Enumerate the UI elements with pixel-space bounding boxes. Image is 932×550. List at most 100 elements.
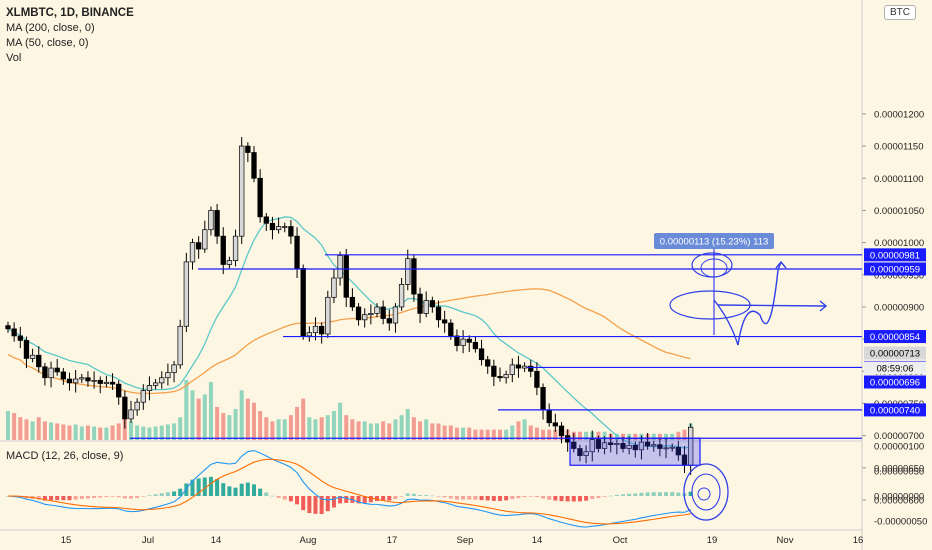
volume-bar	[129, 421, 133, 440]
currency-badge[interactable]: BTC	[884, 5, 916, 20]
macd-histogram-bar	[252, 484, 256, 496]
circle-annotation	[691, 473, 721, 511]
price-axis-tag: 0.00000740	[864, 403, 926, 417]
macd-histogram-bar	[79, 496, 84, 499]
macd-histogram-bar	[344, 496, 349, 503]
price-axis-tag-text: 0.00000959	[870, 264, 920, 275]
volume-bar	[215, 406, 220, 440]
macd-histogram-bar	[405, 493, 410, 496]
volume-bar	[368, 423, 373, 440]
price-axis-tag-bg	[864, 375, 926, 389]
volume-bar	[467, 427, 472, 440]
candle-body	[491, 365, 497, 377]
volume-bar	[104, 427, 109, 440]
price-axis-tag-bg	[864, 262, 926, 276]
candle-body	[405, 258, 411, 285]
volume-bar	[18, 417, 23, 440]
volume-bar	[338, 402, 343, 440]
x-tick-label: 14	[211, 535, 222, 546]
arrow-head	[819, 300, 828, 312]
candle-body	[589, 439, 595, 453]
macd-histogram-bar	[276, 496, 281, 498]
candle-body	[134, 401, 140, 411]
candle-body	[540, 387, 546, 411]
price-axis-tag-text: 08:59:06	[877, 364, 914, 375]
macd-histogram-bar	[602, 496, 607, 497]
volume-bar	[61, 424, 66, 440]
candle-body	[343, 255, 349, 298]
macd-histogram-bar	[368, 496, 373, 503]
x-tick-label: Oct	[613, 535, 628, 546]
candle-body	[558, 425, 565, 436]
volume-bar	[621, 433, 625, 440]
candle-body	[202, 229, 208, 250]
macd-histogram-bar	[553, 496, 558, 501]
y-tick-label: 0.00001200	[874, 109, 924, 120]
ma50-label[interactable]: MA (50, close, 0)	[6, 37, 89, 49]
volume-bar	[85, 425, 90, 440]
volume-bar	[196, 398, 201, 440]
volume-bar	[331, 411, 336, 440]
macd-histogram-bar	[645, 492, 650, 496]
volume-bar	[430, 423, 435, 440]
macd-histogram-bar	[92, 496, 97, 498]
volume-bar	[577, 431, 582, 440]
volume-bar	[498, 429, 502, 440]
volume-label[interactable]: Vol	[6, 52, 22, 64]
macd-histogram-bar	[393, 496, 398, 500]
circle-annotation	[697, 487, 711, 501]
macd-histogram-bar	[375, 496, 379, 502]
candle-body	[17, 335, 23, 341]
candle-body	[546, 409, 552, 424]
macd-histogram-bar	[98, 496, 103, 498]
candle-body	[521, 365, 528, 369]
macd-histogram-bar	[36, 496, 41, 500]
volume-bar	[67, 425, 72, 440]
candle-body	[626, 444, 632, 449]
volume-bar	[356, 421, 361, 440]
candle-body	[60, 371, 66, 380]
candle-body	[429, 300, 435, 308]
volume-bar	[461, 427, 466, 440]
x-tick-label: 15	[61, 535, 72, 546]
x-tick-label: 17	[387, 535, 398, 546]
price-axis-tag: 0.00000713	[864, 346, 926, 360]
volume-bar	[325, 415, 330, 440]
candle-body	[374, 306, 380, 314]
macd-histogram-bar	[331, 496, 336, 508]
price-axis-tag-bg	[864, 346, 926, 360]
candle-body	[29, 354, 36, 359]
candle-body	[263, 216, 269, 224]
macd-histogram-bar	[461, 496, 466, 500]
candle-body	[497, 376, 503, 379]
candle-body	[651, 444, 657, 447]
candle-body	[300, 267, 306, 337]
macd-histogram-bar	[670, 492, 675, 496]
candle-body	[564, 435, 571, 443]
volume-bar	[252, 402, 256, 440]
ma200-label[interactable]: MA (200, close, 0)	[6, 22, 95, 34]
volume-bar	[651, 433, 656, 440]
candle-body	[534, 370, 540, 388]
macd-histogram-bar	[270, 495, 275, 497]
candle-body	[657, 444, 663, 449]
macd-histogram-bar	[264, 492, 269, 496]
macd-histogram-bar	[504, 496, 509, 501]
volume-bar	[682, 429, 687, 440]
macd-histogram-bar	[528, 496, 533, 497]
ma50-line	[7, 216, 691, 449]
candle-body	[196, 242, 202, 250]
volume-bar	[362, 421, 367, 440]
candle-body	[528, 365, 534, 372]
macd-histogram-bar	[356, 496, 361, 504]
volume-bar	[411, 417, 416, 440]
macd-histogram-bar	[448, 496, 453, 499]
macd-y-tick-label: 0.00000000	[874, 492, 924, 503]
volume-bar	[522, 419, 527, 440]
volume-bar	[454, 427, 459, 440]
macd-histogram-bar	[559, 496, 564, 502]
macd-histogram-bar	[362, 496, 367, 503]
macd-legend[interactable]: MACD (12, 26, close, 9)	[6, 450, 124, 462]
volume-bar	[159, 425, 164, 440]
